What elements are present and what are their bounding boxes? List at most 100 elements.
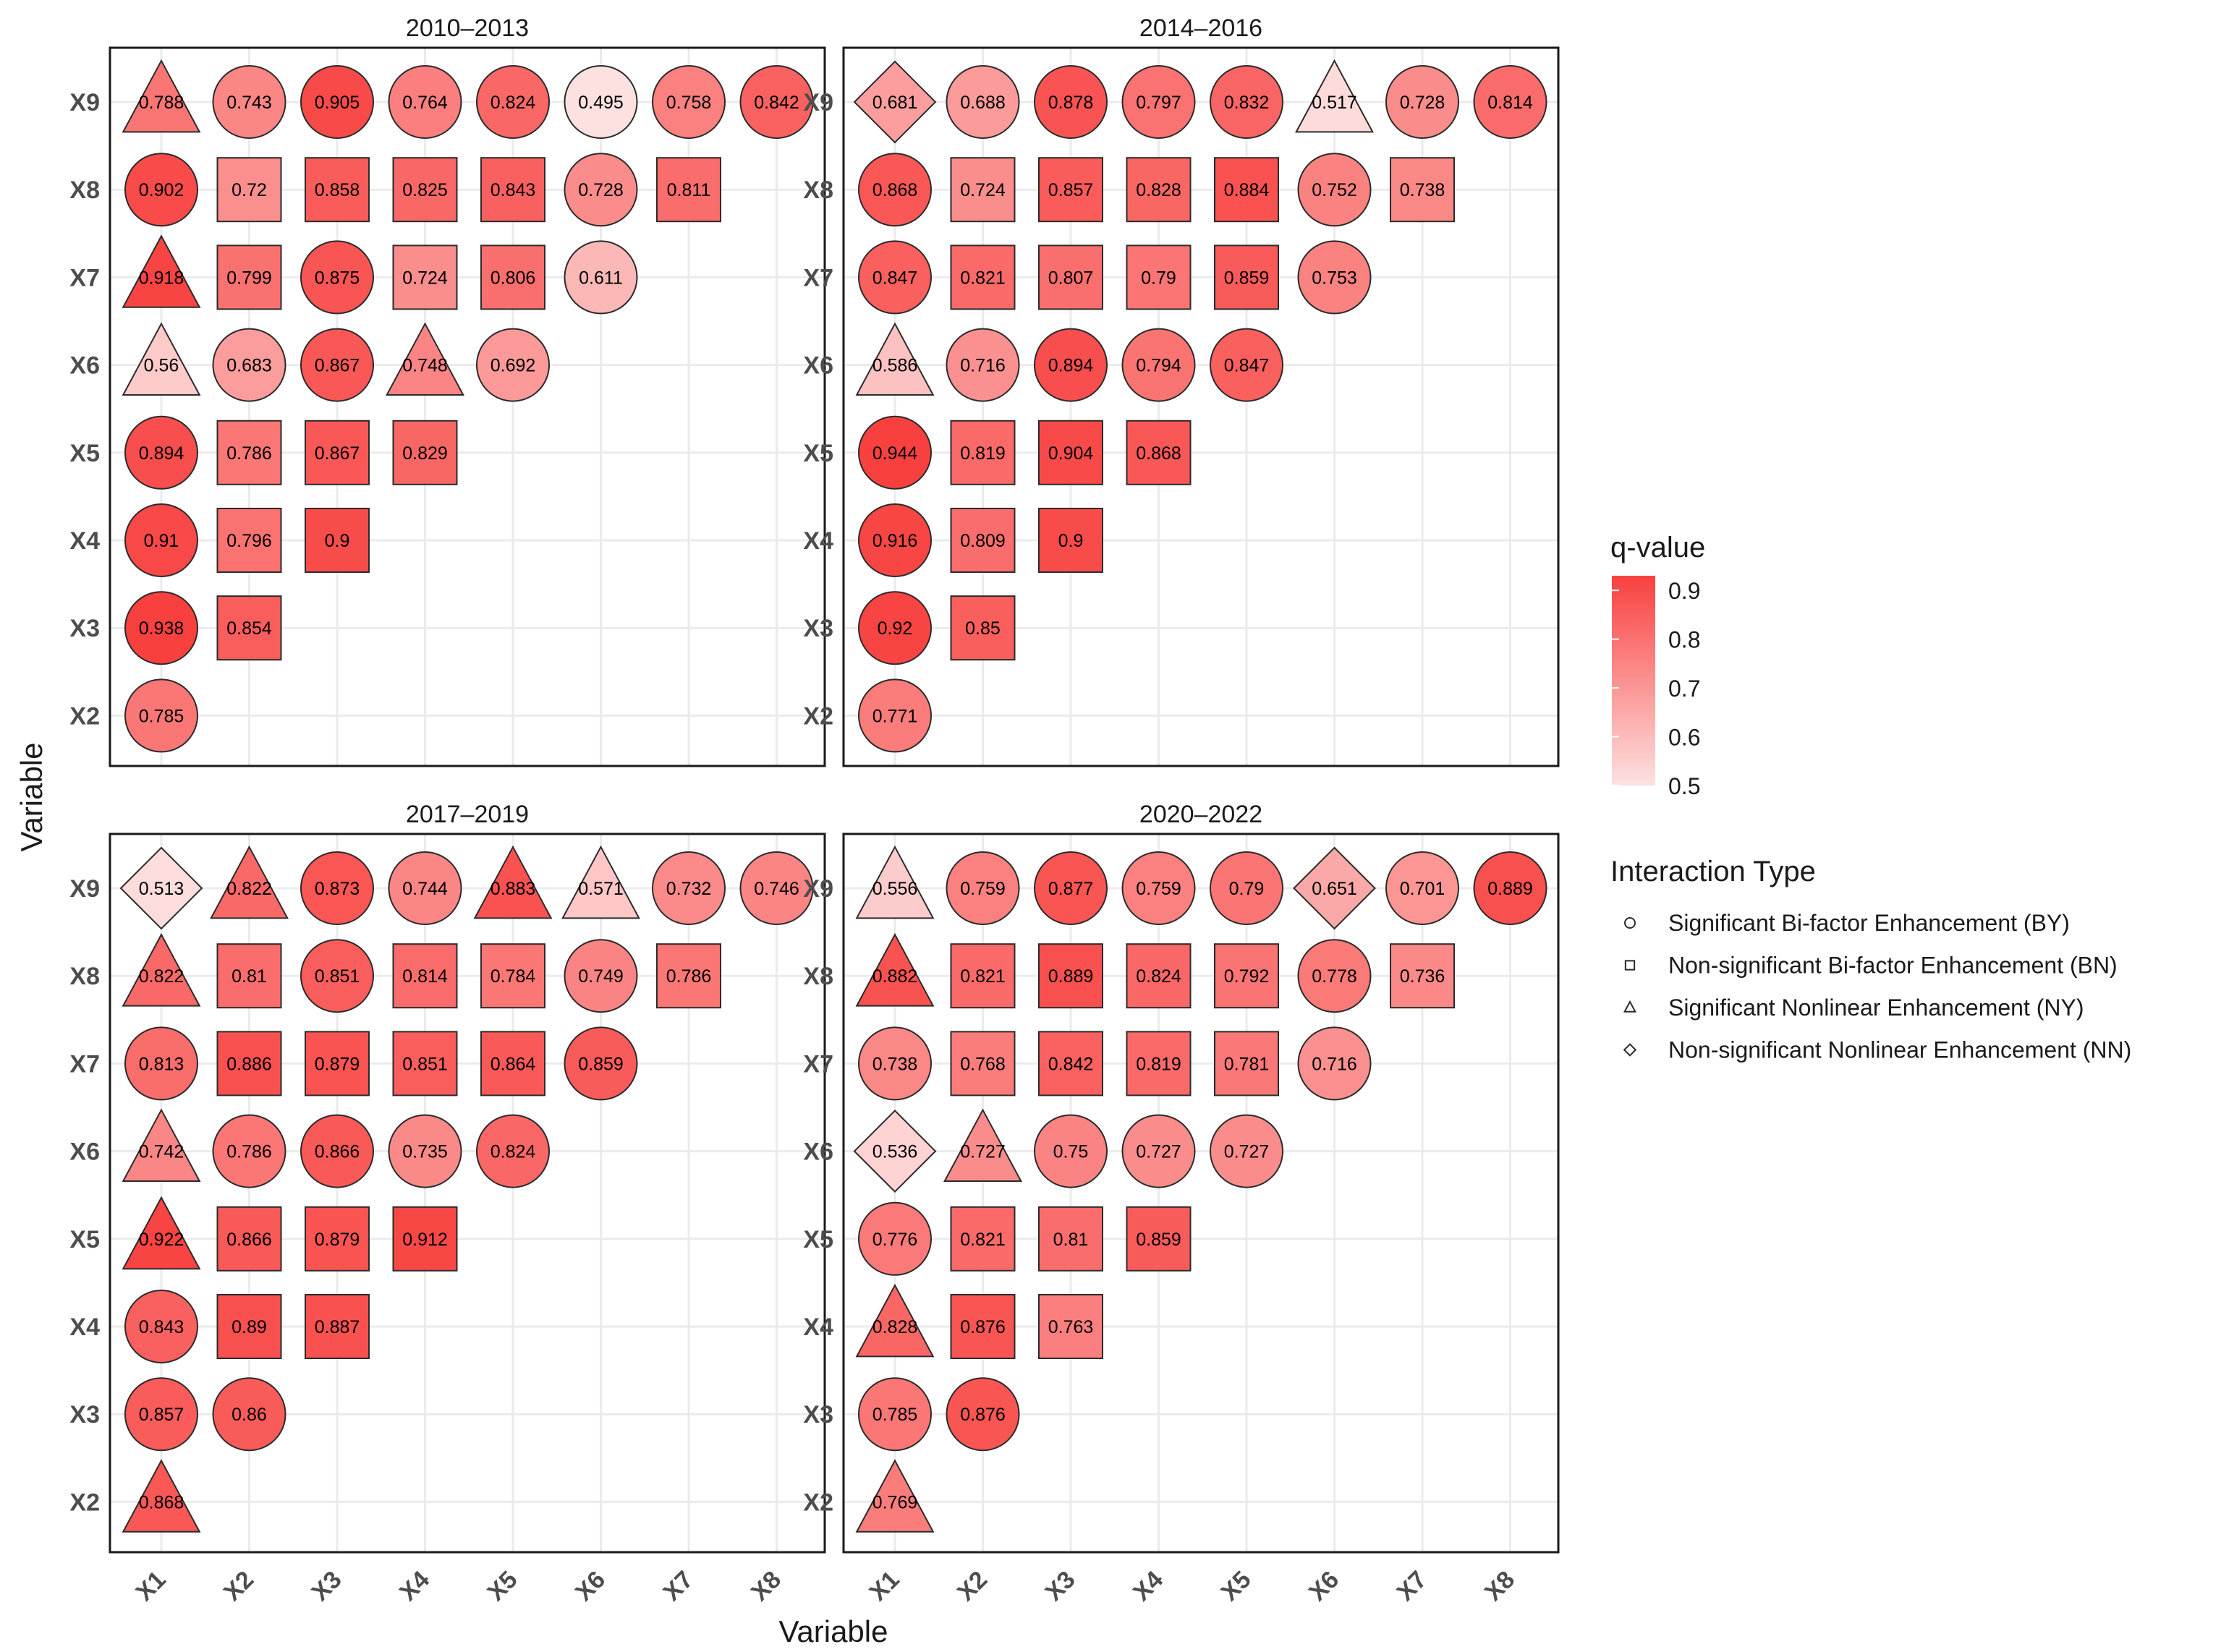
data-label: 0.873 [315,879,360,899]
data-label: 0.776 [872,1230,918,1250]
y-tick-label: X5 [69,440,100,467]
mark-triangle [386,322,464,396]
mark-square [216,157,282,223]
mark-circle [858,1026,932,1101]
data-label: 0.79 [1141,268,1176,288]
data-label: 0.828 [1136,180,1181,200]
y-tick-label: X2 [69,702,100,730]
y-tick-label: X8 [803,176,833,204]
mark-circle [124,503,198,577]
mark-diamond [1293,846,1376,930]
mark-square [392,1031,458,1097]
mark-circle [1473,851,1547,925]
data-label: 0.867 [315,443,360,464]
data-label: 0.887 [315,1317,360,1337]
mark-triangle [561,845,640,919]
mark-triangle [122,1459,201,1533]
mark-square [1126,157,1192,223]
mark-triangle [122,1196,201,1270]
y-tick-label: X9 [69,89,100,116]
mark-triangle [855,933,935,1007]
mark-square [1038,943,1103,1009]
data-label: 0.813 [139,1054,184,1074]
panel-1: 2010–2013 X2 X3 X4 X5 X6 X7 X8 X9 0.785 0.938 0.854… [69,14,826,767]
mark-circle [946,851,1020,925]
data-label: 0.894 [1048,356,1094,376]
data-label: 0.796 [226,531,272,551]
data-label: 0.832 [1224,93,1270,113]
mark-circle [388,851,462,925]
data-label: 0.91 [144,531,179,551]
data-label: 0.724 [960,180,1006,200]
mark-circle [1121,65,1196,139]
mark-square [1126,244,1192,310]
data-label: 0.857 [1048,180,1094,200]
mark-square [305,157,370,223]
legend-diamond-icon [1623,1043,1637,1057]
data-label: 0.867 [315,356,360,376]
mark-square [1038,244,1103,310]
data-label: 0.824 [491,93,536,113]
data-label: 0.843 [139,1317,184,1337]
y-tick-label: X4 [69,527,100,555]
data-label: 0.85 [965,618,1001,639]
x-tick-label: X3 [1040,1566,1080,1606]
data-label: 0.866 [226,1230,272,1250]
mark-circle [1034,328,1108,402]
mark-square [656,943,721,1009]
data-label: 0.748 [402,356,448,376]
panel-border [842,833,1560,1554]
mark-circle [1121,328,1196,402]
y-tick-label: X9 [803,875,833,903]
mark-circle [1385,851,1459,925]
data-label: 0.794 [1136,356,1181,376]
mark-circle [858,415,932,490]
x-tick-label: X4 [394,1566,435,1606]
data-label: 0.744 [402,879,448,899]
data-label: 0.81 [1053,1230,1089,1250]
y-tick-label: X4 [803,1313,833,1341]
data-label: 0.724 [402,268,448,288]
data-label: 0.79 [1229,879,1265,899]
data-label: 0.728 [578,180,624,200]
data-label: 0.786 [226,443,272,464]
data-label: 0.716 [960,356,1006,376]
data-label: 0.868 [1136,443,1181,464]
x-tick-label: X1 [864,1566,904,1606]
data-label: 0.81 [232,966,267,987]
data-label: 0.842 [754,93,799,113]
data-label: 0.825 [402,180,448,200]
data-label: 0.746 [754,879,799,899]
data-label: 0.866 [315,1142,360,1162]
data-label: 0.732 [666,879,712,899]
mark-square [480,943,545,1009]
mark-square [216,1294,282,1359]
x-tick-label: X8 [1479,1566,1520,1606]
mark-circle [564,240,638,315]
data-label: 0.876 [960,1405,1006,1425]
x-tick-label: X2 [218,1566,259,1606]
data-label: 0.822 [139,966,184,987]
data-label: 0.868 [139,1492,184,1512]
data-label: 0.788 [139,93,184,113]
mark-square [392,244,458,310]
data-label: 0.692 [491,356,536,376]
mark-triangle [855,845,935,919]
mark-square [392,157,458,223]
mark-circle [124,415,198,490]
mark-square [216,943,282,1009]
data-label: 0.859 [578,1054,624,1074]
data-label: 0.752 [1312,180,1357,200]
mark-square [1214,157,1279,223]
data-label: 0.736 [1400,966,1445,987]
data-label: 0.916 [872,531,918,551]
color-legend-tick-label: 0.9 [1668,578,1700,604]
data-label: 0.819 [1136,1054,1181,1074]
mark-square [950,244,1016,310]
x-tick-label: X7 [658,1566,698,1606]
y-tick-label: X6 [803,1138,833,1166]
mark-triangle [122,1108,201,1182]
x-tick-label: X6 [570,1566,611,1606]
mark-square [216,1206,282,1272]
mark-circle [564,1026,638,1101]
